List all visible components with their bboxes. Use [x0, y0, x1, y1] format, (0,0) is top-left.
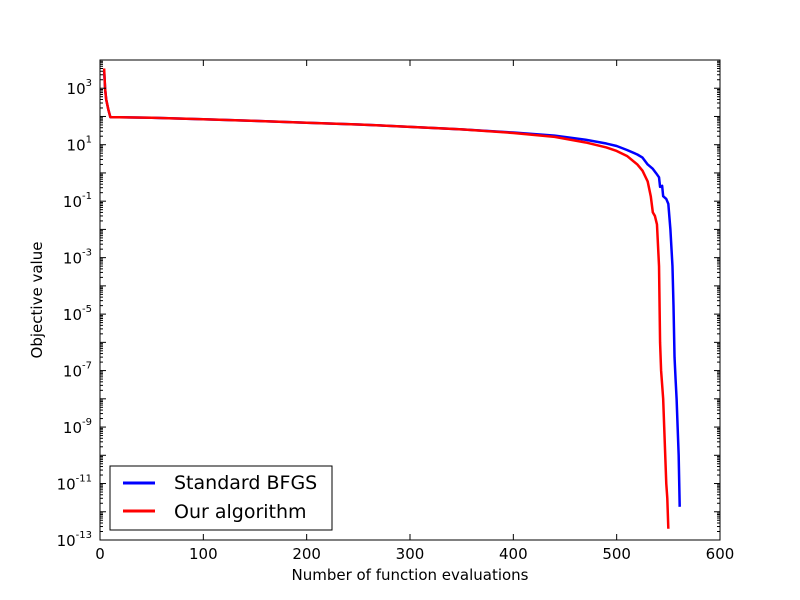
- y-tick-exponent: -5: [82, 304, 92, 315]
- y-tick-exponent: -3: [82, 248, 92, 259]
- y-tick-exponent: -7: [82, 361, 92, 372]
- y-tick-exponent: -13: [76, 530, 92, 541]
- x-tick-label: 400: [499, 545, 528, 563]
- legend-box: [109, 465, 333, 531]
- ticks-layer: [99, 59, 721, 541]
- x-tick-label: 200: [292, 545, 321, 563]
- tick-labels: 0 100 200 300 400 500 60010310110-110-310-510-…: [57, 78, 735, 563]
- x-tick-label: 600: [706, 545, 735, 563]
- y-tick-label: 103: [67, 78, 92, 98]
- x-axis-label: Number of function evaluations: [291, 566, 528, 584]
- y-tick-label: 10-3: [63, 248, 92, 268]
- x-tick-label: 300: [396, 545, 425, 563]
- y-tick-label: 10-7: [63, 361, 92, 381]
- legend-label-standard-bfgs: Standard BFGS: [174, 472, 317, 494]
- y-tick-label: 10-5: [63, 304, 92, 324]
- y-tick-exponent: -11: [76, 474, 92, 485]
- x-tick-label: 0: [95, 545, 105, 563]
- y-tick-exponent: 1: [86, 135, 92, 146]
- y-tick-base: 10: [57, 476, 76, 494]
- y-tick-exponent: -9: [82, 417, 92, 428]
- legend-label-our-algorithm: Our algorithm: [174, 501, 307, 523]
- x-tick-label: 500: [602, 545, 631, 563]
- y-tick-base: 10: [67, 137, 86, 155]
- y-tick-base: 10: [57, 532, 76, 550]
- y-tick-exponent: -1: [82, 191, 92, 202]
- y-tick-label: 10-13: [57, 530, 92, 550]
- y-tick-label: 101: [67, 135, 92, 155]
- y-tick-label: 10-9: [63, 417, 92, 437]
- y-tick-label: 10-1: [63, 191, 92, 211]
- y-tick-exponent: 3: [86, 78, 92, 89]
- y-tick-base: 10: [63, 193, 82, 211]
- y-tick-base: 10: [63, 363, 82, 381]
- y-tick-base: 10: [63, 250, 82, 268]
- y-tick-base: 10: [63, 306, 82, 324]
- y-tick-base: 10: [63, 419, 82, 437]
- x-tick-label: 100: [189, 545, 218, 563]
- y-tick-label: 10-11: [57, 474, 92, 494]
- y-tick-base: 10: [67, 80, 86, 98]
- legend: Standard BFGS Our algorithm: [109, 465, 333, 531]
- series-layer: [102, 68, 681, 529]
- y-axis-label: Objective value: [28, 242, 46, 359]
- series-line-our-algorithm: [102, 68, 670, 529]
- plot-area: [100, 60, 720, 540]
